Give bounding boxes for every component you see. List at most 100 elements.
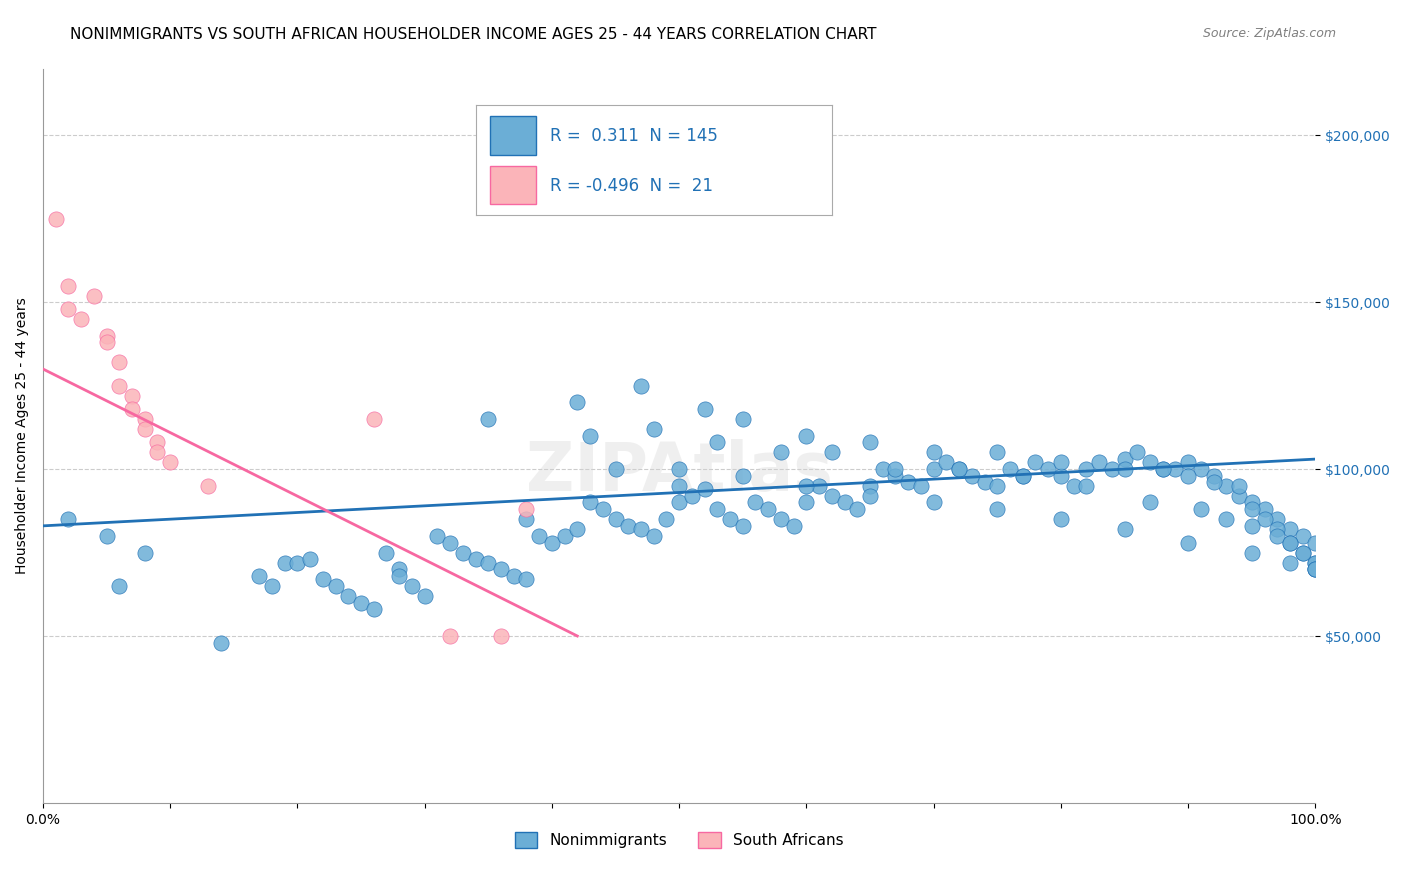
Point [796,479,818,493]
Point [134,545,156,559]
Point [209,636,232,650]
Point [834,495,856,509]
Point [1215,479,1237,493]
Point [426,529,449,543]
Point [197,479,219,493]
Point [1265,522,1288,536]
Point [1292,545,1315,559]
Point [1305,556,1327,570]
Point [1305,562,1327,576]
Point [1227,479,1250,493]
Legend: Nonimmigrants, South Africans: Nonimmigrants, South Africans [509,826,849,854]
Point [668,479,690,493]
Point [1038,462,1060,476]
Point [782,519,804,533]
Point [1278,556,1301,570]
Point [1114,462,1136,476]
Point [489,629,512,643]
Point [1177,455,1199,469]
Point [643,422,665,436]
Text: NONIMMIGRANTS VS SOUTH AFRICAN HOUSEHOLDER INCOME AGES 25 - 44 YEARS CORRELATION: NONIMMIGRANTS VS SOUTH AFRICAN HOUSEHOLD… [70,27,877,42]
Point [948,462,970,476]
Point [489,562,512,576]
Point [1202,475,1225,490]
Point [134,422,156,436]
Point [247,569,270,583]
Point [45,211,67,226]
Point [1024,455,1046,469]
Point [1139,495,1161,509]
Point [769,512,792,526]
Point [502,569,524,583]
Point [668,495,690,509]
Point [1050,512,1073,526]
Point [260,579,283,593]
Point [922,462,945,476]
Point [388,569,411,583]
Point [515,502,537,516]
Point [948,462,970,476]
Point [617,519,640,533]
Point [731,468,754,483]
Point [1164,462,1187,476]
Point [706,435,728,450]
Point [121,402,143,417]
Point [1240,495,1263,509]
Point [299,552,322,566]
Point [146,435,169,450]
Point [643,529,665,543]
Point [744,495,766,509]
Point [718,512,741,526]
Point [134,412,156,426]
Point [401,579,423,593]
Point [821,489,844,503]
Point [1139,455,1161,469]
Point [96,328,118,343]
Point [1063,479,1085,493]
Point [1305,562,1327,576]
Point [121,389,143,403]
Point [1253,512,1275,526]
Point [986,502,1008,516]
Point [884,462,907,476]
Point [58,301,80,316]
Point [1305,562,1327,576]
Point [413,589,436,603]
Point [464,552,486,566]
Point [363,412,385,426]
Point [630,522,652,536]
Point [1152,462,1174,476]
Point [58,512,80,526]
Point [986,445,1008,459]
Point [1152,462,1174,476]
Point [439,535,461,549]
Point [693,402,716,417]
Point [935,455,957,469]
Point [567,395,589,409]
Point [1114,452,1136,467]
Point [1011,468,1033,483]
Point [605,462,627,476]
Point [83,288,105,302]
Point [922,445,945,459]
Point [1050,455,1073,469]
Point [1114,522,1136,536]
Point [1050,468,1073,483]
Point [273,556,295,570]
Point [1126,445,1149,459]
Point [1265,512,1288,526]
Point [96,529,118,543]
Point [655,512,678,526]
Point [731,519,754,533]
Point [70,311,93,326]
Point [1076,479,1098,493]
Y-axis label: Householder Income Ages 25 - 44 years: Householder Income Ages 25 - 44 years [15,297,30,574]
Point [1253,502,1275,516]
Point [897,475,920,490]
Text: Source: ZipAtlas.com: Source: ZipAtlas.com [1202,27,1336,40]
Point [567,522,589,536]
Point [859,479,882,493]
Point [846,502,869,516]
Point [541,535,564,549]
Point [998,462,1021,476]
